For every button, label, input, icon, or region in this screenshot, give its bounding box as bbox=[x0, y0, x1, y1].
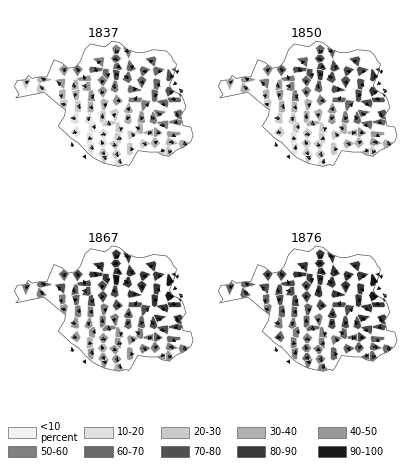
Bar bbox=[8, 427, 36, 438]
Text: 60-70: 60-70 bbox=[116, 447, 144, 457]
Bar bbox=[160, 427, 189, 438]
Text: 30-40: 30-40 bbox=[269, 427, 297, 438]
Text: 20-30: 20-30 bbox=[193, 427, 220, 438]
Bar bbox=[84, 427, 112, 438]
Text: 70-80: 70-80 bbox=[193, 447, 220, 457]
Text: 40-50: 40-50 bbox=[349, 427, 377, 438]
Text: 10-20: 10-20 bbox=[116, 427, 144, 438]
Text: 80-90: 80-90 bbox=[269, 447, 297, 457]
Bar bbox=[236, 427, 265, 438]
Bar bbox=[160, 447, 189, 457]
Text: 50-60: 50-60 bbox=[40, 447, 68, 457]
Bar bbox=[84, 447, 112, 457]
Bar bbox=[8, 447, 36, 457]
Bar bbox=[317, 427, 345, 438]
Title: 1867: 1867 bbox=[87, 232, 119, 245]
Title: 1876: 1876 bbox=[290, 232, 322, 245]
Text: 90-100: 90-100 bbox=[349, 447, 383, 457]
Text: <10
percent: <10 percent bbox=[40, 421, 78, 443]
Title: 1850: 1850 bbox=[290, 27, 322, 40]
Bar bbox=[317, 447, 345, 457]
Title: 1837: 1837 bbox=[87, 27, 119, 40]
Bar bbox=[236, 447, 265, 457]
